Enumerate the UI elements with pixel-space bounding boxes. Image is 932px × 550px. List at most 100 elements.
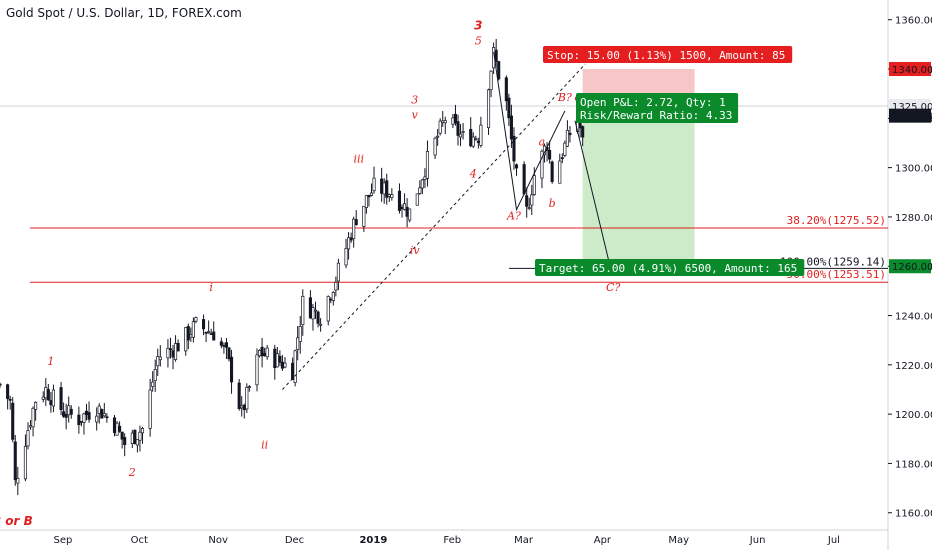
candle-body (151, 381, 155, 387)
candle-body (13, 441, 17, 481)
candle-body (278, 355, 282, 363)
candle-body (148, 389, 152, 429)
candle-body (565, 130, 569, 147)
y-tick-label: 1280.00 (895, 213, 932, 224)
wave-label: 5 (475, 34, 482, 47)
candle-body (11, 402, 15, 440)
candle-body (62, 411, 66, 417)
candle-body (212, 331, 216, 341)
candle-body (23, 445, 27, 480)
candle-body (209, 333, 213, 335)
candle-body (158, 356, 162, 361)
current-price-badge: 1322.28 (889, 108, 932, 123)
candle-body (474, 138, 478, 141)
fib-label: 100.00%(1259.14) (780, 255, 886, 268)
candle-body (263, 352, 267, 356)
stop-price-badge-text: 1340.00 (892, 65, 932, 76)
candle-body (16, 478, 20, 484)
candle-body (273, 348, 277, 369)
candle-body (489, 70, 493, 91)
candle-body (514, 164, 519, 169)
candle-body (186, 326, 190, 341)
candle-body (397, 190, 402, 211)
candle-body (135, 438, 139, 446)
candle-body (334, 281, 338, 291)
candle-body (153, 369, 157, 381)
candle-body (140, 428, 145, 434)
target-label[interactable]: Target: 65.00 (4.91%) 6500, Amount: 165 (535, 259, 805, 276)
candle-body (331, 292, 335, 301)
candle-body (443, 120, 447, 124)
candlesticks (0, 38, 585, 496)
candle-body (97, 405, 101, 414)
x-tick-label: 2019 (359, 535, 387, 546)
candle-body (298, 326, 302, 342)
x-tick-label: Jun (749, 535, 766, 546)
candle-body (6, 384, 10, 399)
candle-body (227, 347, 231, 360)
candle-body (425, 151, 430, 179)
candle-body (156, 356, 160, 367)
candle-body (420, 179, 424, 189)
target-price-badge-bg (889, 259, 931, 274)
candle-body (64, 414, 68, 418)
candle-body (191, 321, 195, 338)
candle-body (49, 400, 53, 406)
stop-label[interactable]: Stop: 15.00 (1.13%) 1500, Amount: 85 (543, 46, 793, 63)
candle-body (313, 309, 318, 312)
candle-body (130, 432, 134, 444)
wave-label: v (412, 108, 419, 121)
candle-body (280, 361, 284, 369)
y-tick-label: 1180.00 (895, 459, 932, 470)
candle-body (105, 416, 109, 419)
candle-body (100, 409, 104, 419)
candle-body (367, 194, 371, 198)
x-tick-label: Oct (131, 535, 148, 546)
candle-body (219, 341, 223, 346)
stop-label-bg (543, 46, 793, 63)
current-price-badge-text: 1322.28 (892, 112, 932, 123)
wave-label: 4 (469, 167, 477, 180)
wave-label: 3 (411, 94, 418, 107)
pnl-label-text: Risk/Reward Ratio: 4.33 (580, 109, 732, 122)
wave-label: 1 (47, 355, 54, 368)
candle-body (558, 160, 562, 184)
candle-body (123, 437, 127, 446)
x-tick-label: Feb (443, 535, 461, 546)
stop-label-text: Stop: 15.00 (1.13%) 1500, Amount: 85 (547, 49, 785, 62)
candle-body (46, 389, 50, 401)
candle-body (550, 161, 554, 182)
candle-body (67, 405, 71, 416)
candle-body (382, 182, 386, 195)
candle-body (471, 136, 475, 147)
chart-grid (0, 0, 889, 550)
candle-body (44, 387, 48, 399)
candle-body (497, 61, 501, 80)
candle-body (316, 311, 320, 324)
candle-body (458, 133, 463, 138)
candle-body (0, 383, 2, 386)
candle-body (204, 332, 208, 334)
candle-body (364, 195, 368, 208)
candle-body (184, 327, 188, 352)
wave-label: C? (606, 281, 620, 294)
candle-body (479, 124, 483, 146)
candle-body (540, 150, 544, 179)
candle-body (174, 343, 178, 360)
candle-body (433, 137, 437, 156)
x-axis: Sep Oct Nov Dec 2019 Feb Mar Apr May Jun Jul (54, 535, 840, 546)
candle-body (390, 194, 394, 199)
candle-body (8, 398, 12, 401)
target-price-badge-text: 1260.00 (892, 262, 932, 273)
candle-body (222, 345, 226, 347)
wave-label: ii (261, 439, 268, 452)
candle-body (166, 347, 170, 359)
candle-body (59, 387, 63, 411)
wave-label: a (539, 135, 546, 148)
x-tick-label: Sep (54, 535, 73, 546)
wave-label: B? (557, 91, 572, 104)
target-label-text: Target: 65.00 (4.91%) 6500, Amount: 165 (539, 262, 797, 275)
